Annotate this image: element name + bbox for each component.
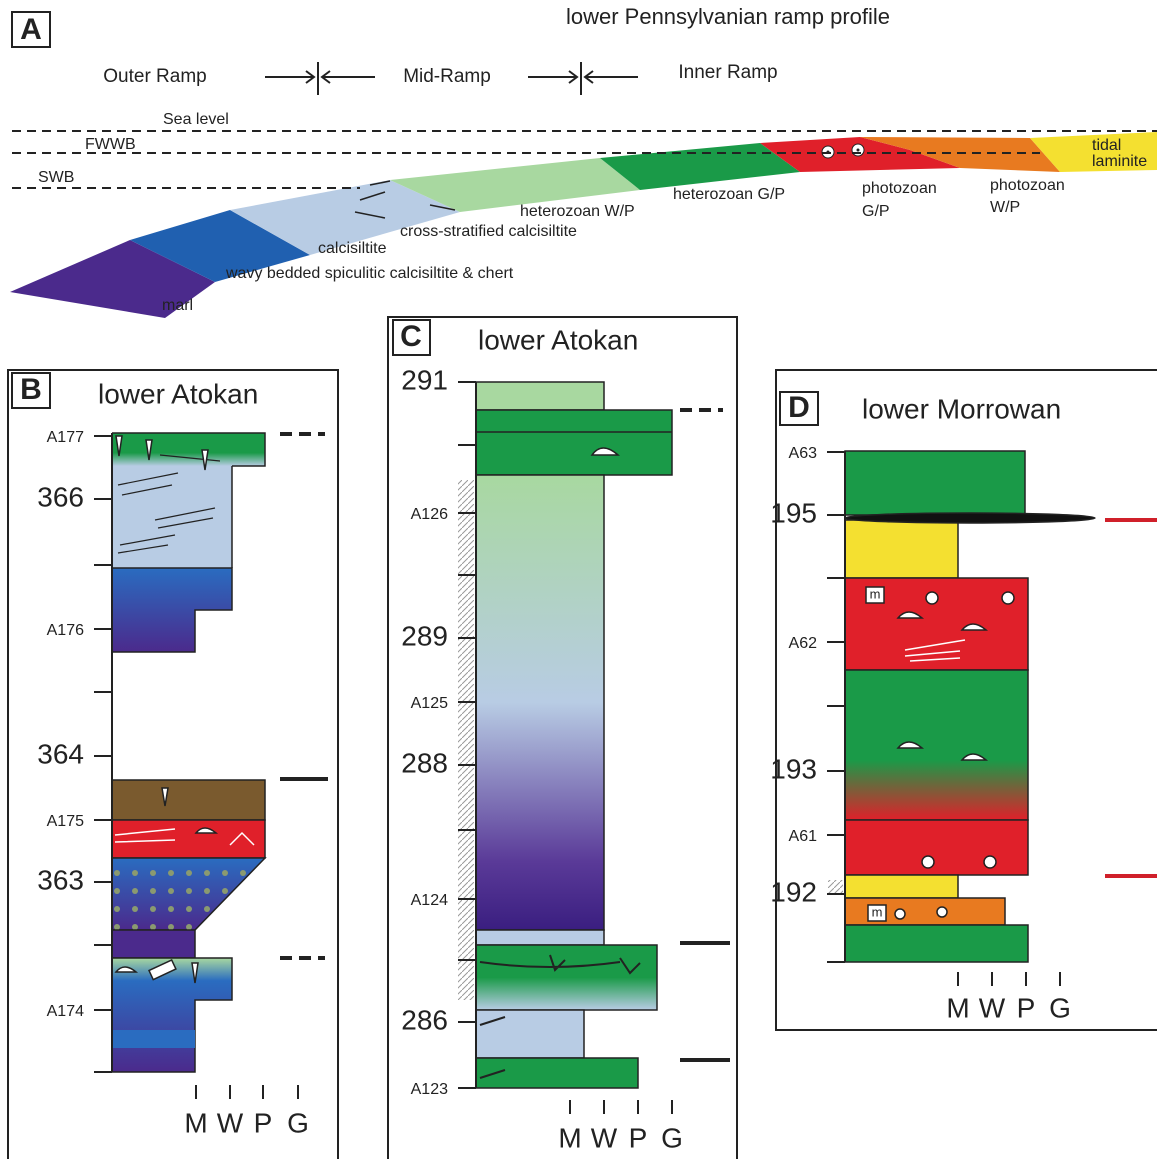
panel-letter-box xyxy=(392,319,431,356)
panel-letter-box xyxy=(11,372,51,409)
facies-label: G/P xyxy=(862,203,890,220)
symbol-label: m xyxy=(870,586,881,601)
depth-label: 192 xyxy=(770,876,817,907)
depth-label: A124 xyxy=(411,892,448,909)
depth-label: 364 xyxy=(37,738,84,769)
panel-letter: C xyxy=(400,320,422,353)
texture-label: W xyxy=(217,1107,244,1138)
depth-label: A177 xyxy=(47,429,84,446)
facies-dashes xyxy=(680,408,730,1062)
panel-title: lower Pennsylvanian ramp profile xyxy=(566,4,890,29)
depth-label: 193 xyxy=(770,753,817,784)
facies-label: tidal xyxy=(1092,137,1121,154)
column-b xyxy=(111,432,267,1073)
panel-letter: B xyxy=(20,373,42,406)
depth-label: 289 xyxy=(401,620,448,651)
texture-label: W xyxy=(591,1122,618,1153)
facies-label: wavy bedded spiculitic calcisiltite & ch… xyxy=(225,265,514,282)
depth-label: 363 xyxy=(37,864,84,895)
panel-frame xyxy=(775,369,1157,1031)
depth-label: 288 xyxy=(401,747,448,778)
facies-dashes xyxy=(280,432,328,960)
panel-frame xyxy=(7,369,339,1159)
ramp-profile xyxy=(10,132,1157,318)
facies-label: calcisiltite xyxy=(318,240,387,257)
depth-label: A62 xyxy=(789,635,818,652)
level-label: FWWB xyxy=(85,136,136,153)
texture-label: G xyxy=(1049,992,1071,1023)
panel-title: lower Morrowan xyxy=(862,393,1061,424)
depth-label: 286 xyxy=(401,1004,448,1035)
facies-label: marl xyxy=(162,297,193,314)
texture-label: M xyxy=(946,992,969,1023)
texture-label: P xyxy=(1017,992,1036,1023)
panel-letter: D xyxy=(788,391,810,424)
facies-label: photozoan xyxy=(990,177,1065,194)
column-c xyxy=(458,381,673,1089)
zone-label: Mid-Ramp xyxy=(403,66,491,87)
depth-label: A126 xyxy=(411,506,448,523)
depth-label: A175 xyxy=(47,813,84,830)
panel-title: lower Atokan xyxy=(478,324,638,355)
texture-label: W xyxy=(979,992,1006,1023)
water-levels xyxy=(12,130,1157,189)
depth-label: 291 xyxy=(401,364,448,395)
facies-label: photozoan xyxy=(862,180,937,197)
panel-frame xyxy=(387,316,738,1159)
facies-label: heterozoan W/P xyxy=(520,203,635,220)
panel-letter-box xyxy=(779,391,819,426)
depth-label: A125 xyxy=(411,695,448,712)
panel-letter: A xyxy=(20,13,42,46)
texture-label: G xyxy=(661,1122,683,1153)
column-d xyxy=(828,450,1096,963)
level-label: SWB xyxy=(38,169,74,186)
facies-dashes xyxy=(1105,518,1157,878)
panel-letter-box xyxy=(11,11,51,48)
depth-label: A176 xyxy=(47,622,84,639)
depth-label: A63 xyxy=(789,445,818,462)
texture-label: M xyxy=(184,1107,207,1138)
texture-label: P xyxy=(629,1122,648,1153)
level-label: Sea level xyxy=(163,111,229,128)
texture-label: G xyxy=(287,1107,309,1138)
depth-label: 195 xyxy=(770,497,817,528)
symbol-label: m xyxy=(872,904,883,919)
depth-label: 366 xyxy=(37,481,84,512)
zone-label: Outer Ramp xyxy=(103,66,206,87)
depth-label: A123 xyxy=(411,1081,448,1098)
facies-label: cross-stratified calcisiltite xyxy=(400,223,577,240)
facies-label: W/P xyxy=(990,199,1020,216)
facies-label: heterozoan G/P xyxy=(673,186,785,203)
depth-label: A174 xyxy=(47,1003,84,1020)
panel-title: lower Atokan xyxy=(98,378,258,409)
texture-label: P xyxy=(254,1107,273,1138)
zone-label: Inner Ramp xyxy=(678,62,777,83)
texture-label: M xyxy=(558,1122,581,1153)
facies-label: laminite xyxy=(1092,153,1147,170)
depth-label: A61 xyxy=(789,828,818,845)
zone-arrows xyxy=(265,62,638,95)
